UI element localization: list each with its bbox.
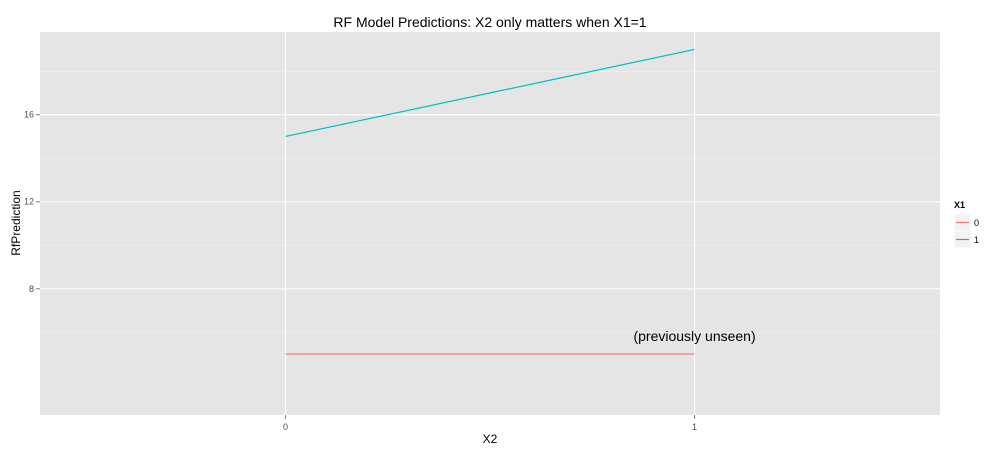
legend-title: X1 — [954, 200, 965, 210]
minor-gridlines — [40, 70, 940, 333]
series-layer — [285, 48, 695, 355]
major-gridlines — [40, 32, 940, 415]
y-tick-label: 16 — [24, 110, 34, 120]
annotation-text: (previously unseen) — [633, 328, 755, 344]
x-tick-label: 1 — [692, 422, 697, 432]
y-tick-label: 12 — [24, 197, 34, 207]
legend-item-0: 0 — [953, 213, 979, 232]
y-axis-title: RfPrediction — [9, 190, 23, 255]
chart-title: RF Model Predictions: X2 only matters wh… — [333, 14, 646, 30]
annotation-layer: (previously unseen) — [633, 328, 755, 344]
series-line-x1-1 — [285, 48, 695, 138]
x-axis-title: X2 — [483, 432, 498, 446]
legend-label: 0 — [974, 218, 979, 228]
y-tick-label: 8 — [29, 284, 34, 294]
legend: X1 0 1 — [953, 200, 979, 249]
legend-label: 1 — [974, 235, 979, 245]
legend-item-1: 1 — [953, 230, 979, 249]
y-axis-ticks: 8 12 16 — [24, 110, 40, 294]
x-tick-label: 0 — [283, 422, 288, 432]
plot-panel — [40, 32, 940, 415]
